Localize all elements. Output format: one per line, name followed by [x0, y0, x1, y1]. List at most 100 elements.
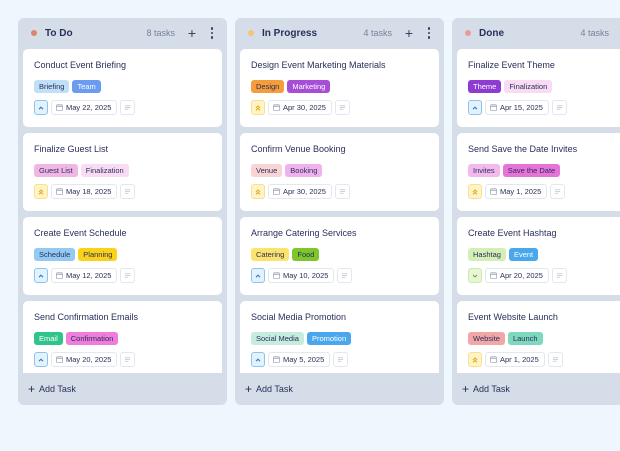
task-card[interactable]: Conduct Event Briefing Briefing Team May … — [23, 49, 222, 127]
description-icon[interactable] — [120, 100, 136, 115]
description-icon[interactable] — [547, 352, 563, 367]
description-icon[interactable] — [334, 100, 350, 115]
calendar-icon — [490, 188, 497, 195]
tag-badge: Invites — [468, 164, 500, 177]
priority-low-icon[interactable] — [468, 268, 482, 283]
tag-list: Venue Booking — [251, 164, 428, 177]
kanban-board: To Do 8 tasks + Conduct Event Briefing B… — [18, 18, 620, 405]
task-card[interactable]: Design Event Marketing Materials Design M… — [240, 49, 439, 127]
task-card[interactable]: Event Website Launch Website Launch Apr 1… — [457, 301, 620, 373]
description-icon[interactable] — [550, 184, 566, 199]
tag-badge: Food — [292, 248, 320, 261]
board-column-to-do: To Do 8 tasks + Conduct Event Briefing B… — [18, 18, 227, 405]
due-date-button[interactable]: May 1, 2025 — [485, 184, 548, 199]
add-card-icon[interactable]: + — [404, 25, 414, 41]
task-title: Design Event Marketing Materials — [251, 60, 386, 70]
description-icon[interactable] — [120, 268, 136, 283]
add-task-button[interactable]: + Add Task — [462, 383, 510, 395]
more-options-icon[interactable] — [207, 27, 217, 39]
task-title: Finalize Guest List — [34, 144, 109, 154]
task-title: Arrange Catering Services — [251, 228, 357, 238]
due-date-button[interactable]: Apr 20, 2025 — [485, 268, 549, 283]
priority-high-icon[interactable] — [34, 184, 48, 199]
card-list[interactable]: Finalize Event Theme Theme Finalization A… — [457, 49, 620, 373]
due-date-button[interactable]: May 20, 2025 — [51, 352, 118, 367]
priority-high-icon[interactable] — [251, 184, 265, 199]
due-date-button[interactable]: Apr 15, 2025 — [485, 100, 549, 115]
priority-medium-icon[interactable] — [251, 352, 265, 367]
task-card[interactable]: Arrange Catering Services Catering Food M… — [240, 217, 439, 295]
task-card[interactable]: Finalize Guest List Guest List Finalizati… — [23, 133, 222, 211]
task-card[interactable]: Send Confirmation Emails Email Confirmati… — [23, 301, 222, 373]
task-meta: Apr 30, 2025 — [251, 100, 428, 115]
description-icon[interactable] — [551, 100, 567, 115]
tag-list: Guest List Finalization — [34, 164, 211, 177]
task-title: Create Event Schedule — [34, 228, 127, 238]
calendar-icon — [273, 356, 280, 363]
task-title: Send Save the Date Invites — [468, 144, 578, 154]
card-list[interactable]: Design Event Marketing Materials Design M… — [240, 49, 439, 373]
due-date-button[interactable]: May 22, 2025 — [51, 100, 118, 115]
description-icon[interactable] — [120, 184, 136, 199]
task-card[interactable]: Create Event Schedule Schedule Planning M… — [23, 217, 222, 295]
plus-icon: + — [462, 382, 470, 396]
task-meta: May 22, 2025 — [34, 100, 211, 115]
column-header: Done 4 tasks + — [452, 18, 620, 48]
board-column-in-progress: In Progress 4 tasks + Design Event Marke… — [235, 18, 444, 405]
task-card[interactable]: Finalize Event Theme Theme Finalization A… — [457, 49, 620, 127]
task-title: Conduct Event Briefing — [34, 60, 127, 70]
priority-medium-icon[interactable] — [34, 268, 48, 283]
description-icon[interactable] — [120, 352, 136, 367]
description-icon[interactable] — [333, 352, 349, 367]
priority-high-icon[interactable] — [468, 352, 482, 367]
task-card[interactable]: Social Media Promotion Social Media Promo… — [240, 301, 439, 373]
add-task-label: Add Task — [473, 384, 510, 394]
calendar-icon — [56, 104, 63, 111]
task-card[interactable]: Create Event Hashtag Hashtag Event Apr 20… — [457, 217, 620, 295]
add-task-button[interactable]: + Add Task — [245, 383, 293, 395]
task-count: 4 tasks — [580, 28, 609, 38]
tag-list: Schedule Planning — [34, 248, 211, 261]
board-column-done: Done 4 tasks + Finalize Event Theme Them… — [452, 18, 620, 405]
due-date: May 5, 2025 — [283, 355, 325, 364]
due-date-button[interactable]: Apr 30, 2025 — [268, 184, 332, 199]
column-title: In Progress — [262, 27, 318, 39]
task-meta: Apr 1, 2025 — [468, 352, 620, 367]
tag-badge: Catering — [251, 248, 290, 261]
tag-badge: Finalization — [80, 164, 129, 177]
due-date-button[interactable]: May 5, 2025 — [268, 352, 331, 367]
task-count: 8 tasks — [146, 28, 175, 38]
tag-list: Social Media Promotion — [251, 332, 428, 345]
description-icon[interactable] — [337, 268, 353, 283]
due-date-button[interactable]: Apr 1, 2025 — [485, 352, 545, 367]
tag-list: Catering Food — [251, 248, 428, 261]
calendar-icon — [273, 188, 280, 195]
description-icon[interactable] — [334, 184, 350, 199]
priority-medium-icon[interactable] — [34, 100, 48, 115]
tag-badge: Social Media — [251, 332, 304, 345]
priority-medium-icon[interactable] — [251, 268, 265, 283]
tag-badge: Schedule — [34, 248, 76, 261]
priority-medium-icon[interactable] — [468, 100, 482, 115]
task-card[interactable]: Confirm Venue Booking Venue Booking Apr 3… — [240, 133, 439, 211]
priority-high-icon[interactable] — [251, 100, 265, 115]
more-options-icon[interactable] — [424, 27, 434, 39]
tag-badge: Hashtag — [468, 248, 506, 261]
due-date-button[interactable]: May 18, 2025 — [51, 184, 118, 199]
calendar-icon — [273, 272, 280, 279]
task-title: Event Website Launch — [468, 312, 558, 322]
tag-badge: Promotion — [306, 332, 352, 345]
due-date-button[interactable]: Apr 30, 2025 — [268, 100, 332, 115]
due-date-button[interactable]: May 12, 2025 — [51, 268, 118, 283]
add-task-button[interactable]: + Add Task — [28, 383, 76, 395]
due-date-button[interactable]: May 10, 2025 — [268, 268, 335, 283]
task-card[interactable]: Send Save the Date Invites Invites Save t… — [457, 133, 620, 211]
add-card-icon[interactable]: + — [187, 25, 197, 41]
tag-badge: Launch — [507, 332, 543, 345]
task-count: 4 tasks — [363, 28, 392, 38]
card-list[interactable]: Conduct Event Briefing Briefing Team May … — [23, 49, 222, 373]
priority-high-icon[interactable] — [468, 184, 482, 199]
description-icon[interactable] — [551, 268, 567, 283]
tag-badge: Guest List — [34, 164, 78, 177]
priority-medium-icon[interactable] — [34, 352, 48, 367]
